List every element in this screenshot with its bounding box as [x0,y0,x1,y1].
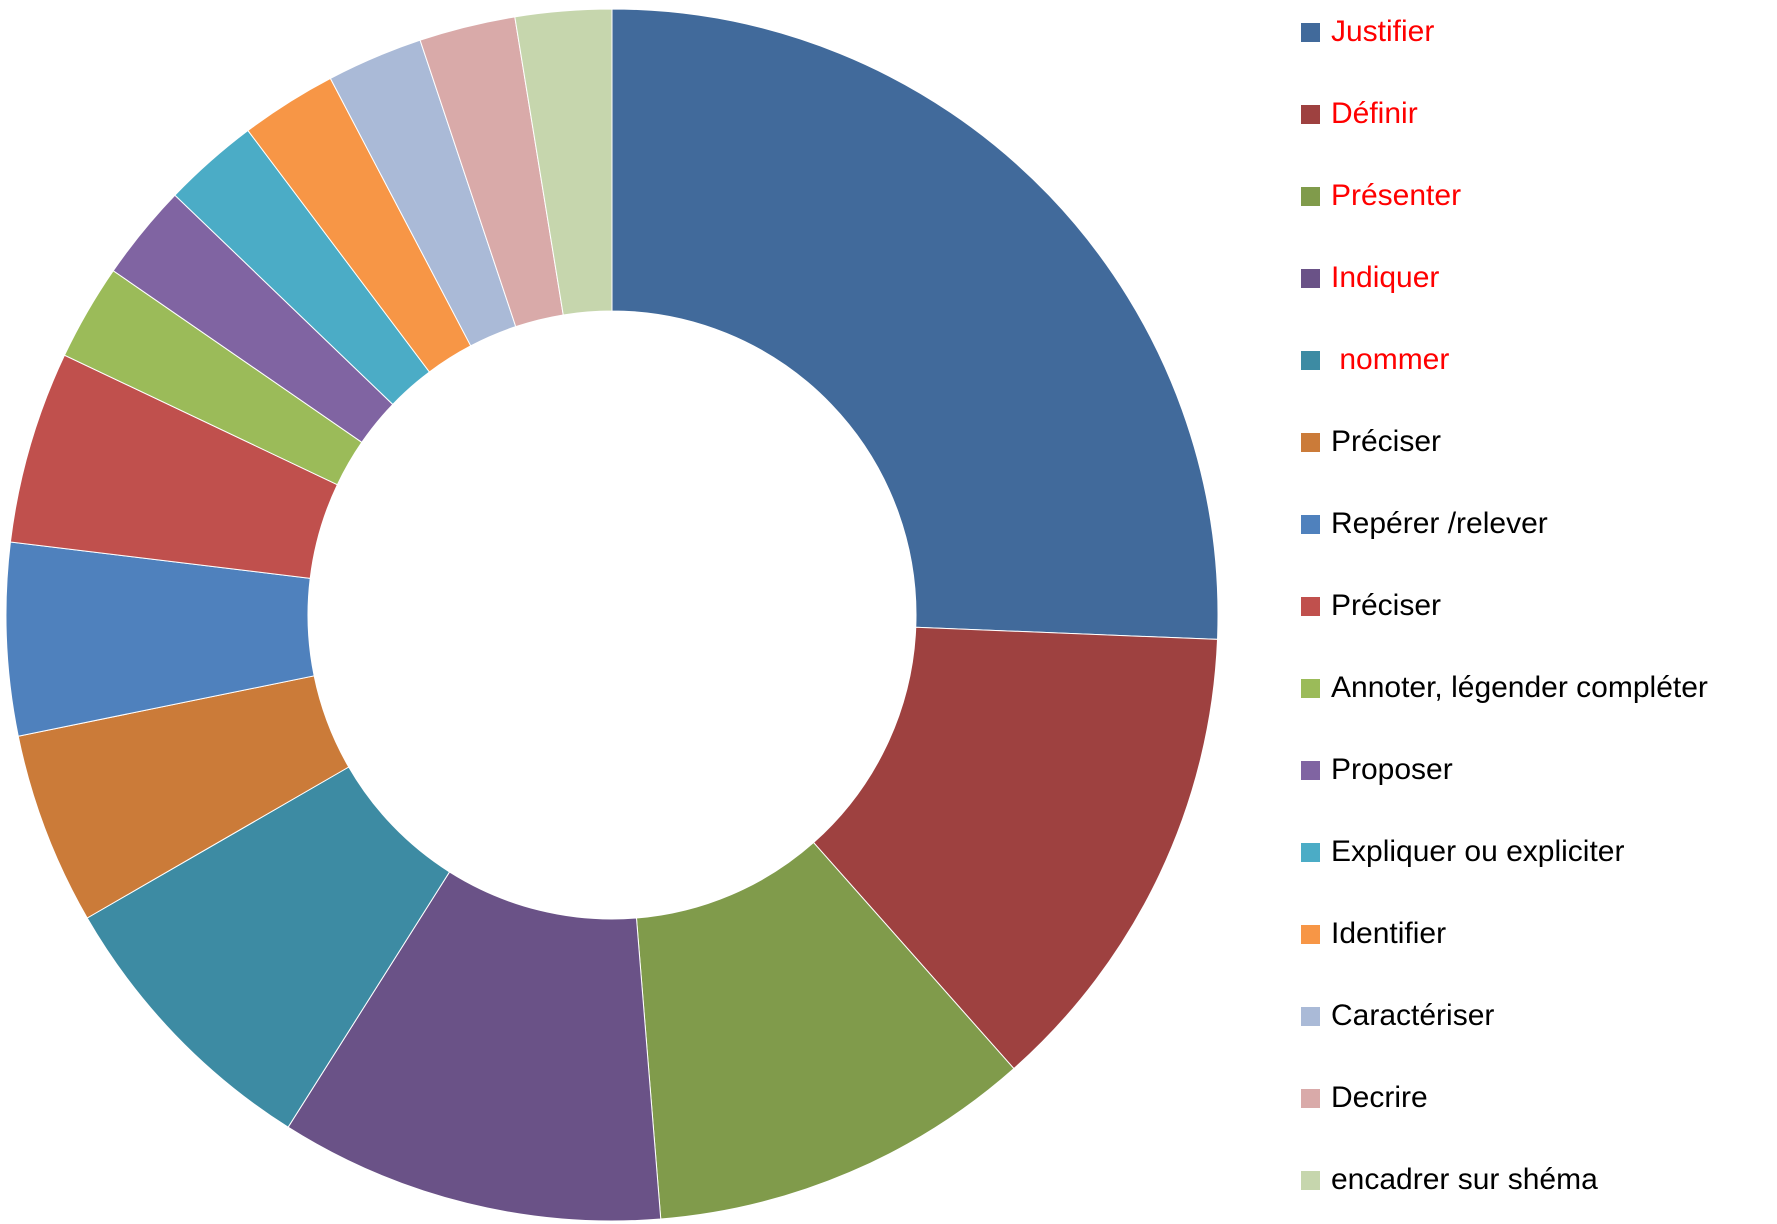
legend-label: Indiquer [1331,261,1439,294]
donut-slice [611,8,1219,640]
legend-label: Caractériser [1331,999,1494,1032]
legend-swatch [1301,23,1320,42]
legend-swatch [1301,1007,1320,1026]
donut-slice [635,841,1015,1220]
legend-label: Proposer [1331,753,1453,786]
legend-label: Justifier [1331,15,1434,48]
legend-swatch [1301,1171,1320,1190]
legend-label: Présenter [1331,179,1461,212]
legend-swatch [1301,1089,1320,1108]
donut-slice [514,8,613,316]
legend-swatch [1301,269,1320,288]
legend-swatch [1301,679,1320,698]
legend-swatch [1301,761,1320,780]
legend-label: Identifier [1331,917,1446,950]
legend-swatch [1301,925,1320,944]
legend-label: encadrer sur shéma [1331,1163,1598,1196]
legend-swatch [1301,187,1320,206]
legend-label: Expliquer ou expliciter [1331,835,1624,868]
donut-slice [287,871,662,1222]
legend-label: Préciser [1331,425,1441,458]
legend-label: nommer [1331,343,1449,376]
donut-slice [812,626,1219,1070]
legend-label: Annoter, légender compléter [1331,671,1708,704]
legend-swatch [1301,351,1320,370]
legend-label: Définir [1331,97,1418,130]
legend-swatch [1301,597,1320,616]
legend-label: Préciser [1331,589,1441,622]
legend-swatch [1301,843,1320,862]
legend-swatch [1301,515,1320,534]
legend-label: Repérer /relever [1331,507,1548,540]
legend-label: Decrire [1331,1081,1428,1114]
legend-swatch [1301,105,1320,124]
legend-swatch [1301,433,1320,452]
